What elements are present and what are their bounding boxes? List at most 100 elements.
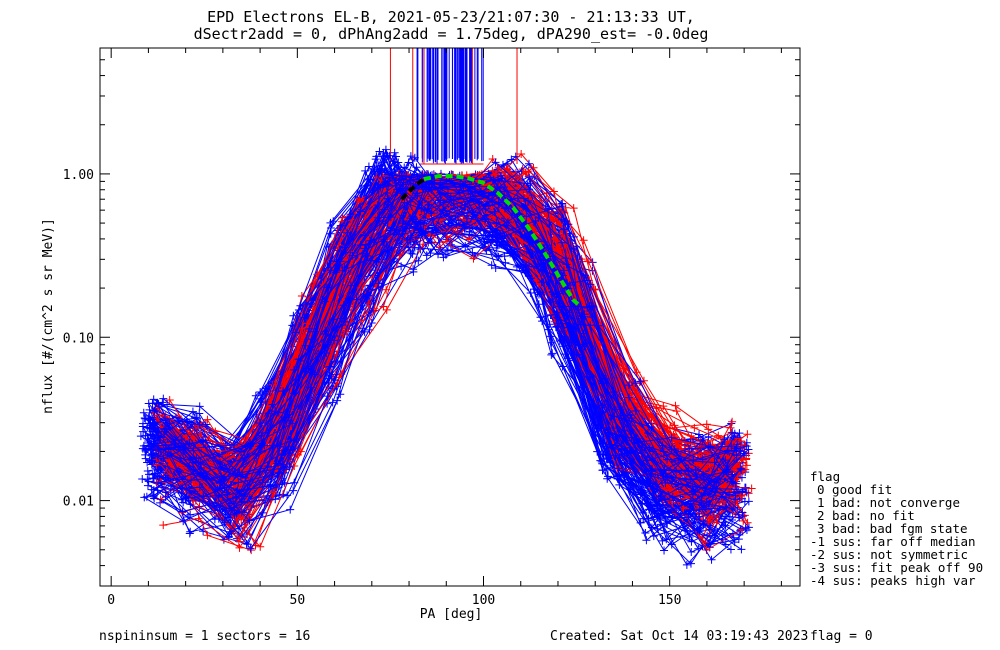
data-point [178,417,187,426]
data-point [187,420,196,429]
data-point [658,441,667,450]
data-point [597,424,606,433]
chart-title-line2: dSectr2add = 0, dPhAng2add = 1.75deg, dP… [194,25,709,43]
data-point [189,446,198,455]
data-point [572,350,581,359]
data-point [690,486,699,495]
data-point [142,445,151,454]
data-point [258,478,267,487]
data-point [526,249,535,258]
data-point [186,510,195,519]
data-point [258,389,267,398]
data-point [489,190,498,199]
data-point [711,478,720,487]
legend-item: 2 bad: no fit [817,508,915,523]
data-point [712,518,721,527]
data-point [549,297,558,306]
data-point [658,536,667,545]
y-axis-label: nflux [#/(cm^2 s sr MeV)] [41,218,56,414]
data-point [625,443,634,452]
data-point [374,279,383,288]
data-point [195,409,204,418]
data-point [330,331,339,340]
data-point [230,510,239,519]
data-point [661,478,670,487]
fit-curve-line [400,177,426,201]
data-point [663,455,672,464]
data-point [547,338,556,347]
data-point [352,295,361,304]
data-point [703,531,712,540]
data-point [553,322,562,331]
data-point [427,185,436,194]
data-point [336,221,345,230]
data-point [575,308,584,317]
data-point [738,508,747,517]
data-point [145,470,154,479]
data-point [260,441,269,450]
data-point [322,348,331,357]
data-point [390,148,399,157]
data-point [375,147,384,156]
data-point [389,157,398,166]
data-point [726,545,735,554]
data-point [386,226,395,235]
data-point [672,467,681,476]
data-point [524,159,533,168]
data-point [234,524,243,533]
data-point [695,430,704,439]
data-point [511,168,520,177]
data-point [631,379,640,388]
x-tick-label: 0 [107,593,115,608]
data-point [729,533,738,542]
data-point [161,493,170,502]
axes: 0 50 100 150 1.00 0.10 0.01 [63,48,800,608]
data-point [258,508,267,517]
data-point [364,162,373,171]
footer-created: Created: Sat Oct 14 03:19:43 2023 [550,629,808,644]
data-point [427,209,436,218]
data-point [667,433,676,442]
data-point [698,436,707,445]
data-point [234,478,243,487]
data-point [580,342,589,351]
series-line [174,170,748,483]
data-point [289,486,298,495]
data-point [395,171,404,180]
data-point [373,201,382,210]
data-point [408,249,417,258]
data-point [199,436,208,445]
data-point [143,475,152,484]
data-point [552,308,561,317]
data-point [225,499,234,508]
data-point [742,442,751,451]
data-point [484,201,493,210]
data-point [285,410,294,419]
data-point [179,443,188,452]
data-point [203,415,212,424]
data-point [707,555,716,564]
data-point [220,518,229,527]
data-point [196,458,205,467]
plot-frame [99,47,801,587]
data-point [706,539,715,548]
data-point [686,501,695,510]
legend-item: -4 sus: peaks high var [810,573,976,588]
data-point [517,149,526,158]
data-point [149,439,158,448]
flag-legend: flag 0 good fit 1 bad: not converge 2 ba… [810,469,983,588]
data-point [139,408,148,417]
data-point [346,281,355,290]
data-point [494,252,503,261]
data-point [688,490,697,499]
data-point [649,532,658,541]
footer-sectors: nspininsum = 1 sectors = 16 [99,629,310,644]
data-point [274,459,283,468]
data-point [376,183,385,192]
data-point [143,481,152,490]
data-point [188,407,197,416]
data-point [721,540,730,549]
data-point [391,152,400,161]
data-point [491,158,500,167]
data-point [195,402,204,411]
